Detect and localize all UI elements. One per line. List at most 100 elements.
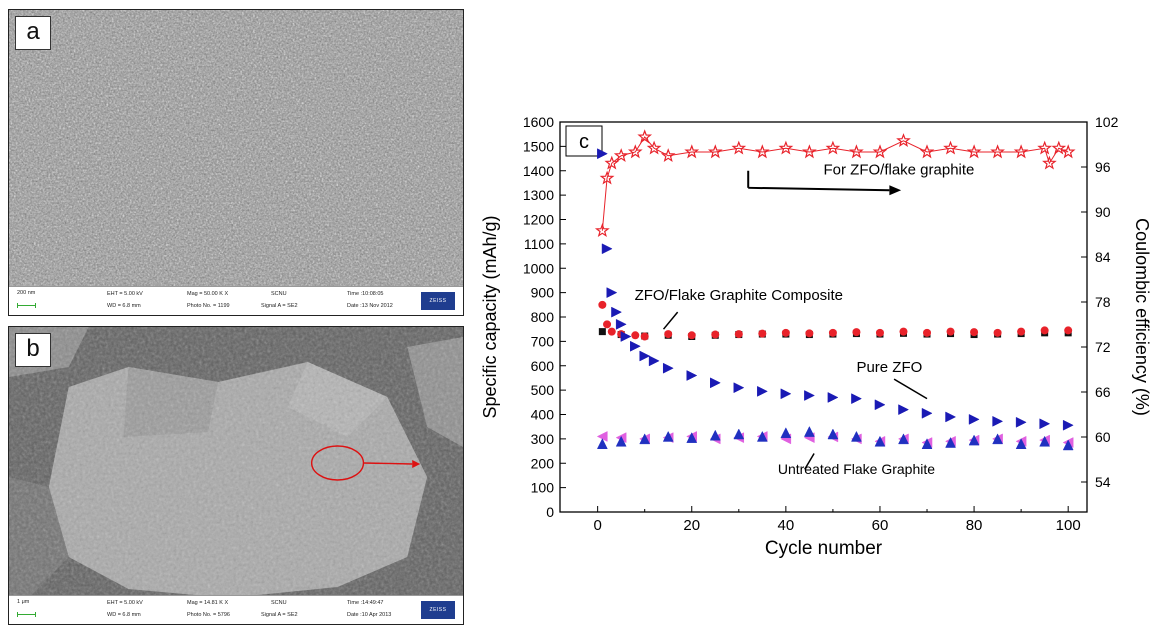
data-point [1013, 144, 1029, 159]
data-point [594, 223, 610, 237]
eht-value: EHT = 5.00 kV [107, 291, 143, 297]
data-point [898, 433, 909, 445]
y-tick-label: 1100 [524, 236, 554, 252]
y-tick-label: 1000 [523, 260, 554, 276]
data-point [803, 426, 815, 437]
data-point [849, 144, 864, 159]
data-point [923, 328, 932, 337]
y2-tick-label: 66 [1095, 384, 1111, 400]
data-point [919, 144, 935, 159]
annotation-arrow [893, 378, 928, 400]
data-point [781, 328, 790, 337]
wd-value: WD = 6.8 mm [107, 303, 141, 309]
y2-tick-label: 60 [1095, 429, 1111, 445]
scalebar [17, 614, 35, 615]
annotation-arrow [748, 186, 890, 192]
data-point [648, 355, 660, 367]
data-point [709, 429, 721, 441]
wd-value: WD = 6.8 mm [107, 612, 141, 618]
data-point [710, 377, 721, 389]
data-point [827, 392, 839, 403]
data-point [613, 148, 629, 162]
data-point [921, 407, 933, 419]
data-point [1015, 438, 1027, 449]
data-point [599, 170, 615, 185]
data-point [662, 362, 674, 374]
y-tick-label: 600 [531, 358, 555, 374]
data-point [898, 404, 910, 416]
operator-label: SCNU [271, 291, 287, 297]
y-tick-label: 200 [531, 455, 555, 471]
data-point [711, 330, 720, 339]
scalebar-tick [17, 612, 18, 617]
x-tick-label: 80 [966, 517, 983, 534]
y-tick-label: 500 [531, 382, 555, 398]
scalebar [17, 305, 35, 306]
sem-infobar-b: 1 μm EHT = 5.00 kV WD = 6.8 mm Mag = 14.… [9, 595, 463, 624]
data-point [627, 144, 643, 159]
y2-tick-label: 54 [1095, 474, 1111, 490]
data-point [604, 155, 620, 170]
data-point [921, 438, 933, 449]
y-tick-label: 1200 [523, 212, 554, 228]
data-point [754, 144, 770, 159]
efficiency-line [601, 136, 1069, 231]
data-point [780, 427, 792, 439]
annotation-arrowhead [889, 185, 902, 196]
time-value: Time :14:49:47 [347, 600, 384, 606]
data-point [966, 144, 982, 159]
plot-frame [559, 121, 1088, 513]
data-point [1017, 327, 1026, 336]
mag-value: Mag = 50.00 K X [187, 291, 229, 297]
data-point [615, 435, 627, 447]
y-tick-label: 1500 [523, 138, 554, 154]
y-tick-label: 700 [531, 333, 555, 349]
data-point [875, 328, 884, 337]
data-point [874, 399, 886, 411]
data-point [631, 331, 640, 340]
data-point [640, 332, 649, 341]
data-point [707, 144, 723, 159]
data-point [601, 243, 613, 255]
data-point [851, 430, 862, 442]
highlight-arrow [412, 460, 421, 468]
panel-label-a: a [15, 16, 51, 50]
data-point [611, 306, 623, 318]
y-tick-label: 0 [546, 504, 554, 520]
data-point [639, 350, 651, 362]
data-point [992, 433, 1004, 445]
data-point [637, 129, 653, 144]
data-point [686, 370, 698, 381]
data-point [825, 140, 841, 155]
data-point [596, 438, 608, 449]
x-tick-label: 0 [593, 517, 601, 534]
data-point [598, 300, 607, 309]
data-point [896, 133, 911, 147]
scalebar-label: 1 μm [17, 599, 30, 605]
data-point [945, 411, 957, 423]
y-tick-label: 1400 [523, 163, 554, 179]
sem-image-a [9, 10, 463, 289]
zeiss-logo-icon: ZEISS [421, 292, 455, 310]
data-point [945, 436, 956, 448]
x-tick-label: 60 [872, 517, 889, 534]
data-point [660, 148, 676, 162]
data-point [874, 435, 886, 447]
data-point [686, 432, 698, 443]
y-tick-label: 300 [531, 431, 555, 447]
signal-value: Signal A = SE2 [261, 612, 298, 618]
scalebar-tick [35, 303, 36, 308]
data-point [598, 328, 606, 336]
y-tick-label: 100 [531, 480, 555, 496]
x-tick-label: 20 [683, 517, 700, 534]
y2-tick-label: 78 [1095, 294, 1111, 310]
data-point [1062, 419, 1074, 431]
y2-tick-label: 96 [1095, 159, 1111, 175]
signal-value: Signal A = SE2 [261, 303, 298, 309]
annotation-arrow [804, 453, 815, 470]
x-axis-title: Cycle number [765, 538, 883, 559]
data-point [872, 144, 888, 159]
data-point [606, 287, 618, 299]
annotation-arrow [662, 311, 679, 330]
data-point [946, 327, 955, 336]
